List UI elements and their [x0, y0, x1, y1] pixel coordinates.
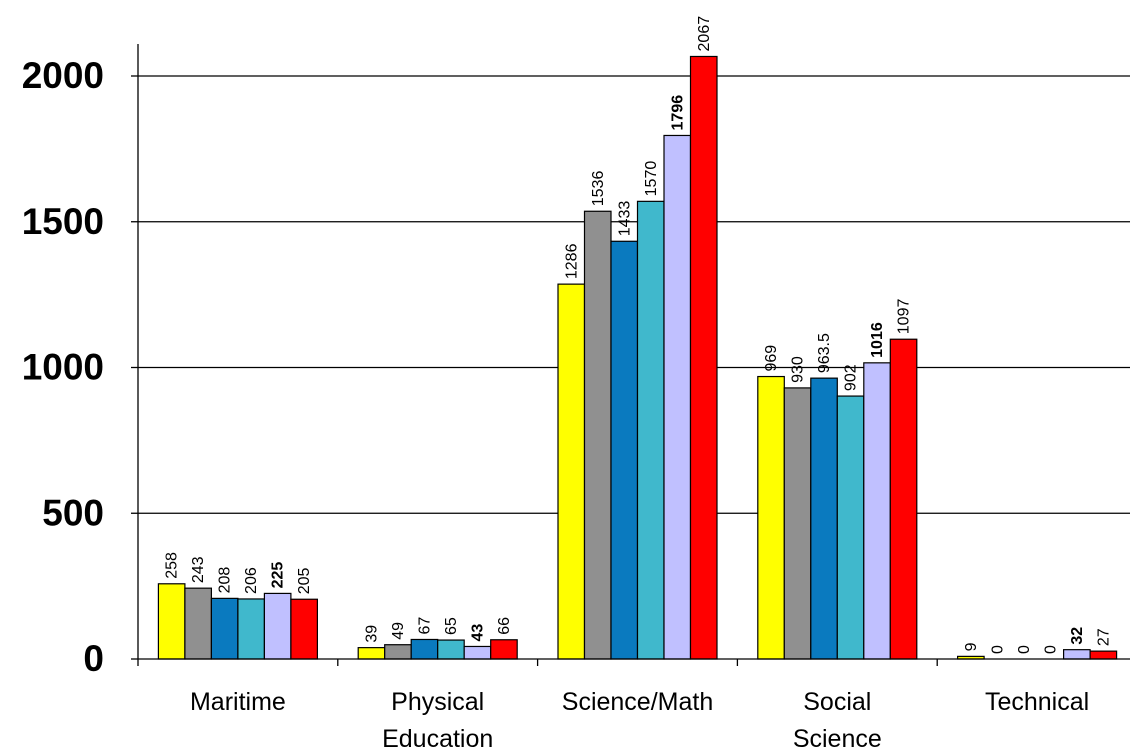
y-tick-label: 1000 — [22, 347, 104, 388]
data-label: 2067 — [696, 16, 713, 52]
data-label: 0 — [1016, 645, 1033, 654]
x-category-label: Maritime — [190, 688, 286, 716]
data-label: 39 — [363, 625, 380, 643]
bar — [263, 592, 292, 660]
bar — [810, 377, 838, 660]
bar — [889, 338, 918, 660]
data-label: 258 — [164, 552, 181, 579]
bar — [610, 240, 639, 660]
bar — [689, 55, 718, 660]
bar — [357, 647, 386, 660]
bar — [463, 645, 492, 660]
bar — [490, 639, 518, 660]
bar — [1089, 650, 1118, 660]
y-axis-tick-labels: 0 500 1000 1500 2000 — [22, 55, 104, 679]
bar — [757, 375, 785, 660]
data-label: 1570 — [643, 161, 660, 197]
y-tick-label: 1500 — [22, 201, 104, 242]
data-label: 1286 — [563, 243, 580, 279]
bar — [583, 210, 612, 660]
x-category-label: Technical — [985, 688, 1089, 716]
data-label: 49 — [390, 622, 407, 640]
y-tick-label: 500 — [42, 492, 104, 533]
bars — [157, 55, 1118, 660]
bar — [636, 200, 665, 660]
data-label: 66 — [496, 617, 513, 635]
data-label: 27 — [1095, 628, 1112, 646]
axes — [131, 44, 1130, 666]
bar — [663, 134, 692, 660]
data-label: 205 — [296, 567, 313, 594]
data-label: 1536 — [590, 171, 607, 207]
bar — [157, 583, 186, 660]
data-label: 225 — [270, 562, 287, 589]
bar — [437, 639, 465, 660]
bar — [410, 638, 439, 660]
bar — [210, 597, 239, 660]
data-label: 9 — [963, 642, 980, 651]
bar — [783, 387, 812, 660]
data-labels: 258 243 208 206 225 205 39 49 67 65 43 66 1286 1536 14… — [164, 16, 1113, 654]
data-label: 43 — [469, 624, 486, 642]
data-label: 0 — [989, 645, 1006, 654]
data-label: 902 — [843, 364, 860, 391]
data-label: 1097 — [896, 299, 913, 335]
bar — [863, 362, 891, 660]
data-label: 65 — [443, 617, 460, 635]
y-tick-label: 0 — [83, 638, 104, 679]
bar — [1062, 649, 1091, 660]
y-tick-label: 2000 — [22, 55, 104, 96]
x-axis-category-labels: Maritime Physical Education Science/Math Soc… — [190, 688, 1089, 753]
data-label: 243 — [190, 556, 207, 583]
x-category-label: Science — [793, 725, 882, 748]
x-category-label: Physical — [391, 688, 484, 716]
data-label: 206 — [243, 567, 260, 594]
data-label: 963.5 — [816, 333, 833, 373]
x-category-label: Education — [382, 725, 493, 748]
bar — [384, 644, 412, 660]
bar — [237, 598, 265, 660]
bar — [557, 283, 586, 660]
data-label: 0 — [1042, 645, 1059, 654]
data-label: 1796 — [669, 95, 686, 131]
x-category-label: Social — [803, 688, 871, 716]
data-label: 67 — [416, 617, 433, 635]
data-label: 969 — [763, 345, 780, 372]
bar — [184, 587, 212, 660]
bar — [836, 395, 865, 660]
x-category-label: Science/Math — [562, 688, 713, 716]
data-label: 1433 — [616, 201, 633, 237]
data-label: 32 — [1069, 627, 1086, 645]
data-label: 930 — [790, 356, 807, 383]
data-label: 208 — [217, 567, 234, 594]
bar — [290, 598, 318, 660]
data-label: 1016 — [869, 322, 886, 358]
